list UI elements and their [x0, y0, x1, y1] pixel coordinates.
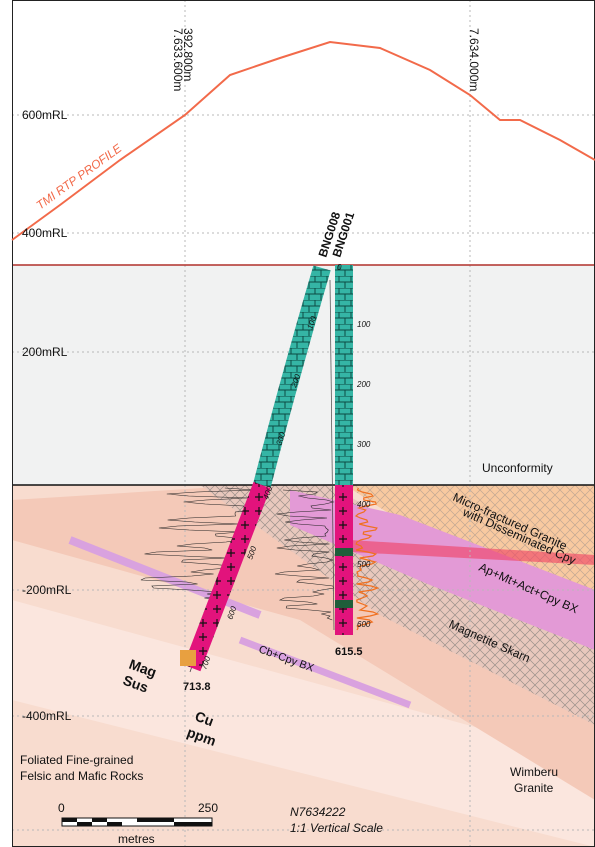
skarn-hatch: [200, 485, 595, 725]
depth-mark: 500: [357, 560, 371, 569]
breccia-band: [290, 490, 595, 650]
scale-end: 250: [198, 801, 218, 815]
hole-granite: [183, 481, 271, 672]
end-depth: 713.8: [183, 681, 211, 693]
unit-label: Wimberu: [510, 765, 558, 779]
scale-bar-block: [107, 822, 122, 826]
hole-cover: [335, 265, 353, 485]
depth-mark: 300: [357, 440, 371, 449]
log-axis: [329, 279, 335, 631]
depth-mark: 200: [356, 380, 371, 389]
depth-mark: 700: [199, 655, 212, 671]
depth-mark: 0: [337, 263, 342, 272]
mag-sus-log: [140, 487, 255, 601]
unit-label: Felsic and Mafic Rocks: [20, 769, 143, 783]
depth-mark: 400: [261, 485, 274, 501]
elevation-label: 600mRL: [22, 108, 68, 122]
profile-label: TMI RTP PROFILE: [34, 141, 126, 213]
scale-bar: [61, 817, 213, 827]
cb-streak: [238, 636, 412, 709]
skarn-interval: [335, 548, 353, 556]
depth-mark: 100: [357, 320, 371, 329]
unconformity-label: Unconformity: [482, 461, 553, 475]
unit-label: Granite: [514, 781, 554, 795]
section-scale: 1:1 Vertical Scale: [290, 821, 383, 835]
scale-bar-block: [174, 822, 212, 826]
hole-cover: [253, 265, 331, 488]
depth-mark: 500: [245, 545, 258, 561]
scale-bar-block: [77, 822, 92, 826]
section-name: N7634222: [290, 805, 346, 819]
depth-mark: 400: [357, 500, 371, 509]
elevation-label: -200mRL: [22, 583, 72, 597]
northing-label: 7.633.600m: [171, 28, 185, 91]
scale-bar-block: [62, 818, 77, 822]
northing-label: 7.634.000m: [467, 28, 481, 91]
skarn-interval: [180, 650, 196, 666]
depth-mark: 300: [274, 431, 287, 447]
cover-sequence: [12, 265, 595, 485]
elevation-label: 200mRL: [22, 345, 68, 359]
unit-label: Foliated Fine-grained: [20, 753, 133, 767]
scale-start: 0: [58, 801, 65, 815]
elevation-label: 400mRL: [22, 226, 68, 240]
cb-streak: [68, 536, 262, 619]
scale-unit: metres: [118, 832, 155, 846]
hole-granite: [335, 485, 353, 635]
pale-band: [12, 600, 595, 847]
log-label: Cu: [193, 708, 216, 729]
mag-sus-log: [274, 489, 335, 621]
scale-bar-block: [92, 818, 107, 822]
salmon-band: [12, 485, 595, 800]
tmi-profile: [11, 40, 595, 241]
depth-mark: 600: [225, 605, 238, 621]
skarn-interval: [335, 600, 353, 608]
end-depth: 615.5: [335, 646, 363, 658]
depth-mark: 100: [305, 315, 318, 331]
cu-log: [354, 487, 380, 631]
elevation-label: -400mRL: [22, 709, 72, 723]
depth-mark: 600: [357, 620, 371, 629]
scale-bar-block: [137, 818, 174, 822]
cu-anomaly: [350, 540, 595, 565]
easting-label: 392.800m: [181, 28, 195, 81]
